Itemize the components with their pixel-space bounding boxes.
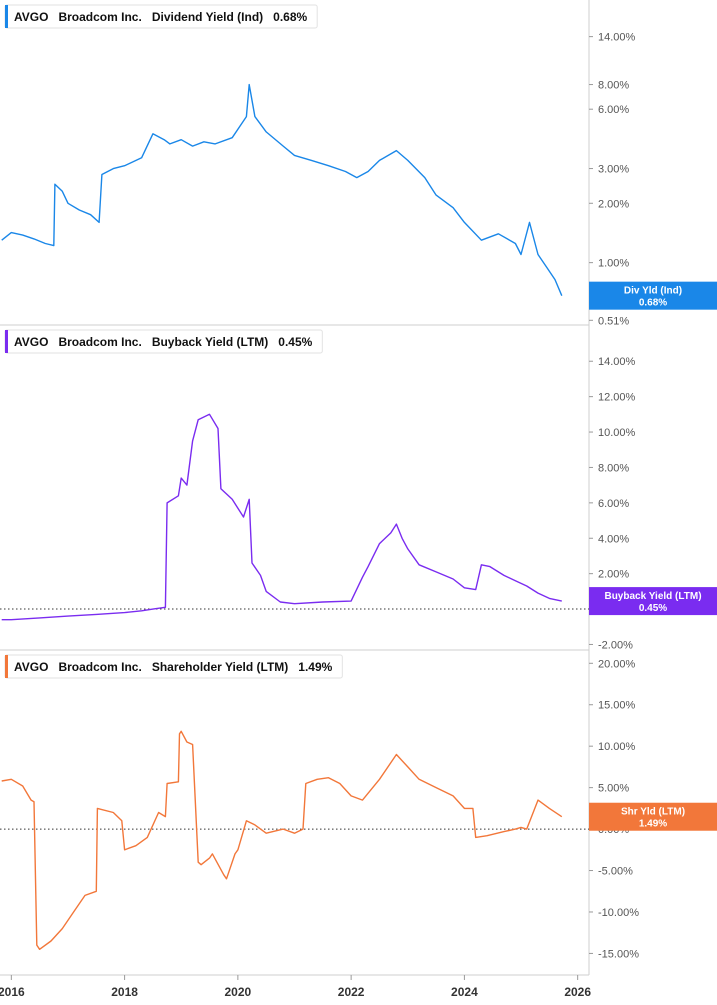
badge-label: Div Yld (Ind) xyxy=(624,286,682,297)
header-metric: Shareholder Yield (LTM) xyxy=(152,660,288,674)
x-tick-label: 2020 xyxy=(225,985,252,999)
y-tick-label: 12.00% xyxy=(598,392,636,404)
value-badge: Shr Yld (LTM)1.49% xyxy=(589,802,717,831)
y-tick-label: 6.00% xyxy=(598,104,629,116)
header-metric: Buyback Yield (LTM) xyxy=(152,335,268,349)
header-color-bar xyxy=(5,655,8,678)
header-company: Broadcom Inc. xyxy=(58,10,141,24)
series-line xyxy=(1,413,562,621)
x-tick-label: 2016 xyxy=(0,985,25,999)
panel-2: -2.00%0.00%2.00%4.00%6.00%8.00%10.00%12.… xyxy=(0,329,717,651)
header-company: Broadcom Inc. xyxy=(58,335,141,349)
y-tick-label: 2.00% xyxy=(598,569,629,581)
value-badge: Buyback Yield (LTM)0.45% xyxy=(589,587,717,616)
badge-value: 0.45% xyxy=(639,603,667,614)
series-line xyxy=(1,83,563,296)
chart-header: AVGO Broadcom Inc. Buyback Yield (LTM) 0.45… xyxy=(4,329,323,354)
x-tick-label: 2018 xyxy=(111,985,138,999)
y-tick-label: 0.51% xyxy=(598,315,629,327)
chart-header: AVGO Broadcom Inc. Shareholder Yield (LTM)… xyxy=(4,654,343,679)
y-tick-label: 6.00% xyxy=(598,498,629,510)
panel-3: -15.00%-10.00%-5.00%0.00%5.00%10.00%15.0… xyxy=(0,654,717,976)
badge-value: 0.68% xyxy=(639,298,667,309)
header-color-bar xyxy=(5,5,8,28)
y-tick-label: 15.00% xyxy=(598,700,636,712)
y-tick-label: 3.00% xyxy=(598,164,629,176)
badge-background xyxy=(589,281,717,310)
y-tick-label: 2.00% xyxy=(598,198,629,210)
y-tick-label: 20.00% xyxy=(598,658,636,670)
header-color-bar xyxy=(5,330,8,353)
header-value: 0.45% xyxy=(278,335,312,349)
badge-background xyxy=(589,802,717,831)
y-tick-label: 10.00% xyxy=(598,427,636,439)
badge-label: Shr Yld (LTM) xyxy=(621,807,685,818)
y-tick-label: 1.00% xyxy=(598,258,629,270)
y-tick-label: 4.00% xyxy=(598,533,629,545)
header-company: Broadcom Inc. xyxy=(58,660,141,674)
chart-header: AVGO Broadcom Inc. Dividend Yield (Ind) 0.6… xyxy=(4,4,318,29)
header-metric: Dividend Yield (Ind) xyxy=(152,10,263,24)
x-tick-label: 2024 xyxy=(451,985,478,999)
series-line xyxy=(1,730,563,950)
panel-1: 0.51% 1.00% 2.00% 3.00% 6.00% 8.00% 14.00% AVGO… xyxy=(0,4,717,327)
header-ticker: AVGO xyxy=(14,660,48,674)
y-tick-label: 5.00% xyxy=(598,783,629,795)
value-badge: Div Yld (Ind)0.68% xyxy=(589,281,717,310)
header-ticker: AVGO xyxy=(14,10,48,24)
y-tick-label: -15.00% xyxy=(598,948,639,960)
badge-label: Buyback Yield (LTM) xyxy=(604,591,701,602)
header-value: 0.68% xyxy=(273,10,307,24)
y-tick-label: -10.00% xyxy=(598,907,639,919)
x-axis: 2016 2018 2020 2022 2024 2026 xyxy=(0,974,591,999)
y-tick-label: -5.00% xyxy=(598,866,633,878)
badge-value: 1.49% xyxy=(639,819,667,830)
header-ticker: AVGO xyxy=(14,335,48,349)
y-tick-label: 14.00% xyxy=(598,356,636,368)
y-tick-label: 8.00% xyxy=(598,462,629,474)
x-tick-label: 2026 xyxy=(564,985,591,999)
y-tick-label: 8.00% xyxy=(598,80,629,92)
y-tick-label: 14.00% xyxy=(598,32,636,44)
x-tick-label: 2022 xyxy=(338,985,365,999)
badge-background xyxy=(589,587,717,616)
y-tick-label: 10.00% xyxy=(598,741,636,753)
y-tick-label: -2.00% xyxy=(598,639,633,651)
header-value: 1.49% xyxy=(298,660,332,674)
